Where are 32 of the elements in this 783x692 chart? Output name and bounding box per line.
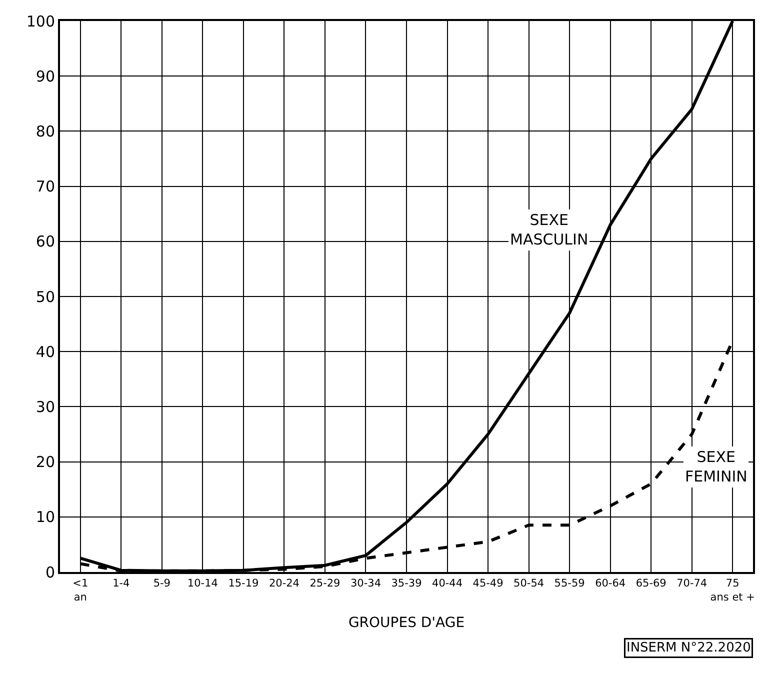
x-tick-label: 70-74	[676, 578, 708, 590]
y-tick-label: 90	[36, 67, 55, 86]
text: INSERM N°22.2020	[626, 640, 751, 656]
x-tick-label: 50-54	[514, 578, 544, 590]
x-tick-label: 20-24	[268, 578, 300, 590]
y-tick-label: 70	[36, 178, 55, 196]
series-label: SEXE FEMININ	[685, 448, 748, 486]
x-tick-label: <1 an	[72, 578, 88, 604]
x-tick-label: 10-14	[187, 578, 218, 590]
y-tick-label: 10	[36, 508, 55, 526]
y-tick-label: 30	[36, 398, 55, 416]
x-tick-label: 65-69	[636, 578, 666, 590]
y-tick-label: 50	[36, 288, 55, 306]
x-tick-label: 75 ans et +	[710, 578, 755, 604]
y-tick-label: 100	[26, 12, 55, 30]
x-tick-label: 15-19	[228, 578, 259, 590]
x-tick-label: 35-39	[391, 578, 422, 590]
x-tick-label: 40-44	[432, 578, 463, 590]
x-tick-label: 45-49	[472, 578, 504, 590]
x-tick-label: 5-9	[153, 578, 170, 590]
x-tick-label: 60-64	[595, 578, 626, 590]
x-tick-label: 1-4	[112, 578, 130, 590]
x-tick-label: 30-34	[350, 578, 382, 590]
y-tick-label: 80	[36, 122, 55, 140]
x-tick-label: 25-29	[310, 578, 340, 590]
x-tick-label: 55-59	[554, 578, 585, 590]
y-tick-label: 40	[36, 342, 55, 361]
y-tick-label: 20	[36, 453, 55, 472]
x-axis-title: GROUPES D'AGE	[348, 615, 465, 632]
series-label: SEXE MASCULIN	[510, 211, 588, 248]
y-tick-label: 0	[45, 563, 55, 582]
y-tick-label: 60	[36, 232, 55, 251]
